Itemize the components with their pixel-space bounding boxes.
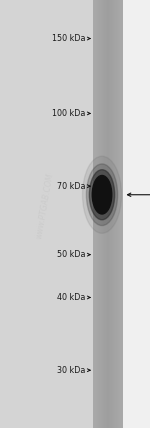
Bar [103, 0, 104, 428]
Text: 50 kDa: 50 kDa [57, 250, 86, 259]
Text: 150 kDa: 150 kDa [52, 34, 86, 43]
Bar [93, 0, 94, 428]
Bar [0, 0, 93, 428]
Bar [104, 0, 105, 428]
Bar [121, 0, 122, 428]
Bar [114, 0, 115, 428]
Ellipse shape [92, 175, 112, 214]
Bar [115, 0, 116, 428]
Text: www.PTGAB.COM: www.PTGAB.COM [35, 172, 55, 239]
Ellipse shape [82, 156, 122, 233]
Bar [105, 0, 106, 428]
Bar [113, 0, 114, 428]
Bar [112, 0, 113, 428]
Bar [107, 0, 108, 428]
Bar [110, 0, 111, 428]
Bar [109, 0, 110, 428]
Text: 40 kDa: 40 kDa [57, 293, 85, 302]
Text: 70 kDa: 70 kDa [57, 181, 86, 191]
Bar [95, 0, 96, 428]
Text: 30 kDa: 30 kDa [57, 366, 85, 375]
Bar [99, 0, 100, 428]
Bar [120, 0, 121, 428]
Ellipse shape [89, 170, 115, 220]
Bar [123, 0, 150, 428]
Text: 100 kDa: 100 kDa [52, 109, 86, 118]
Bar [119, 0, 120, 428]
Bar [100, 0, 101, 428]
Bar [101, 0, 102, 428]
Bar [96, 0, 97, 428]
Bar [98, 0, 99, 428]
Bar [97, 0, 98, 428]
Bar [117, 0, 118, 428]
Bar [93, 0, 123, 428]
Bar [122, 0, 123, 428]
Bar [94, 0, 95, 428]
Bar [111, 0, 112, 428]
Bar [108, 0, 109, 428]
Bar [106, 0, 107, 428]
Ellipse shape [86, 164, 118, 226]
Bar [116, 0, 117, 428]
Bar [118, 0, 119, 428]
Bar [102, 0, 103, 428]
